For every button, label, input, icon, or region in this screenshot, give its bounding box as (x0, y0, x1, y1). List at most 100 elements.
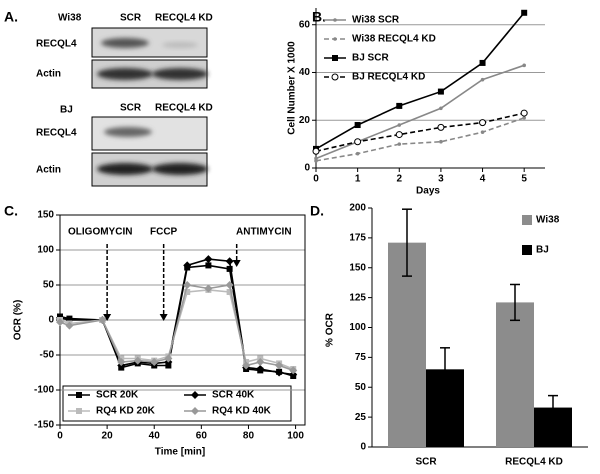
legend-marker (333, 37, 337, 41)
y-tick-label: 40 (299, 67, 311, 78)
x-tick-label: 3 (438, 174, 444, 185)
y-axis-label: Cell Number X 1000 (287, 41, 298, 135)
marker (56, 318, 64, 327)
legend-label: BJ RECQL4 KD (352, 72, 425, 83)
y-tick-label: 25 (355, 412, 367, 423)
arrow-head (103, 314, 112, 321)
marker (354, 122, 361, 129)
panel-label: B. (312, 9, 326, 25)
x-tick-label: 0 (57, 431, 63, 442)
band (152, 163, 208, 175)
y-axis-label: OCR (%) (13, 300, 24, 341)
x-axis-label: Time [min] (155, 447, 205, 458)
marker (314, 159, 318, 163)
legend-marker (191, 391, 199, 399)
x-tick-label: 20 (102, 431, 114, 442)
marker (480, 77, 485, 82)
marker (65, 321, 74, 330)
marker (133, 356, 142, 365)
legend-swatch (522, 245, 532, 255)
y-tick-label: 75 (355, 352, 367, 363)
annotation: ANTIMYCIN (236, 227, 292, 238)
marker (164, 354, 173, 363)
marker (183, 261, 192, 270)
lane-label: RECQL4 KD (155, 13, 213, 24)
cell-line: BJ (60, 105, 73, 116)
legend-marker (332, 55, 338, 61)
row-label: Actin (36, 69, 61, 80)
marker (520, 109, 528, 117)
x-tick-label: 4 (480, 174, 486, 185)
y-tick-label: 0 (360, 442, 366, 453)
marker (521, 9, 528, 16)
marker (522, 63, 526, 68)
marker (439, 106, 443, 111)
series-line (315, 12, 525, 150)
x-tick-label: 0 (313, 174, 319, 185)
y-tick-label: -150 (34, 420, 54, 431)
marker (226, 289, 233, 295)
legend-marker (333, 18, 337, 22)
y-tick-label: 0 (304, 163, 310, 174)
panel-label: C. (4, 203, 18, 219)
legend-label: BJ SCR (352, 53, 389, 64)
y-tick-label: -100 (34, 385, 54, 396)
marker (150, 358, 159, 366)
legend-label: Wi38 SCR (352, 15, 400, 26)
marker (184, 289, 191, 295)
y-tick-label: 50 (43, 280, 55, 291)
marker (117, 358, 126, 366)
marker (205, 262, 212, 269)
legend-marker (76, 392, 82, 398)
x-tick-label: 2 (396, 174, 402, 185)
legend-marker (331, 73, 339, 81)
lane-label: RECQL4 KD (155, 103, 213, 114)
x-tick-label: 80 (243, 431, 255, 442)
x-tick-label: 60 (196, 431, 208, 442)
legend-label: Wi38 (536, 215, 560, 226)
x-tick-label: 40 (149, 431, 161, 442)
y-tick-label: 150 (37, 210, 54, 221)
row-label: RECQL4 (36, 128, 77, 139)
marker (479, 119, 487, 127)
legend-marker (191, 407, 199, 415)
error-bar (402, 208, 412, 277)
legend-label: SCR 40K (212, 390, 255, 401)
marker (479, 59, 486, 66)
series-line (315, 112, 525, 153)
marker (225, 281, 234, 289)
legend-box (62, 385, 292, 422)
marker (395, 131, 403, 139)
marker (242, 361, 251, 370)
y-tick-label: 100 (349, 322, 366, 333)
arrow-head (232, 260, 241, 267)
y-tick-label: -50 (40, 350, 55, 361)
y-tick-label: 20 (299, 115, 311, 126)
y-tick-label: 50 (355, 382, 367, 393)
band (97, 163, 153, 175)
y-tick-label: 0 (48, 315, 54, 326)
marker (256, 365, 265, 373)
x-tick-label: 100 (287, 431, 304, 442)
marker (522, 116, 526, 120)
bar (496, 302, 534, 447)
error-bar (548, 394, 558, 421)
marker (354, 138, 362, 146)
marker (437, 88, 444, 95)
panel-label: A. (4, 9, 18, 25)
y-tick-label: 125 (349, 292, 366, 303)
marker (439, 139, 443, 144)
marker (204, 255, 213, 264)
band (101, 38, 149, 48)
marker (275, 368, 284, 377)
y-tick-label: 175 (349, 233, 366, 244)
marker (355, 151, 360, 156)
series-line (315, 64, 525, 160)
y-axis-label: % OCR (325, 312, 336, 347)
lane-label: SCR (120, 103, 142, 114)
band (162, 42, 198, 48)
marker (226, 265, 233, 272)
marker (397, 142, 402, 146)
marker (98, 316, 107, 324)
